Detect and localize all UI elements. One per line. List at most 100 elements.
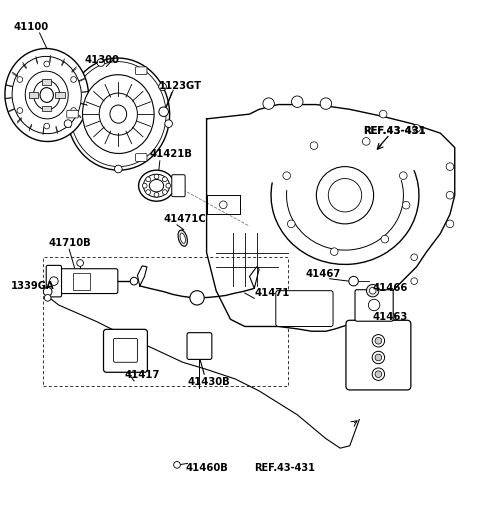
Text: REF.43-431: REF.43-431 bbox=[363, 126, 426, 135]
FancyBboxPatch shape bbox=[355, 290, 393, 321]
FancyBboxPatch shape bbox=[55, 92, 65, 98]
FancyBboxPatch shape bbox=[29, 92, 38, 98]
Text: REF.43-431: REF.43-431 bbox=[363, 126, 426, 135]
Text: 41471C: 41471C bbox=[164, 214, 206, 224]
Circle shape bbox=[154, 174, 159, 179]
Ellipse shape bbox=[139, 170, 174, 201]
Circle shape bbox=[219, 201, 227, 209]
Circle shape bbox=[446, 163, 454, 170]
Ellipse shape bbox=[12, 57, 81, 134]
FancyBboxPatch shape bbox=[42, 106, 51, 111]
Circle shape bbox=[166, 183, 171, 188]
Circle shape bbox=[159, 83, 167, 90]
Circle shape bbox=[381, 235, 389, 243]
Circle shape bbox=[162, 177, 167, 182]
Circle shape bbox=[64, 120, 72, 127]
Circle shape bbox=[402, 201, 410, 209]
Ellipse shape bbox=[110, 105, 127, 123]
Circle shape bbox=[97, 59, 105, 66]
Circle shape bbox=[379, 110, 387, 118]
Circle shape bbox=[130, 277, 138, 285]
Circle shape bbox=[17, 77, 23, 82]
Ellipse shape bbox=[144, 174, 169, 197]
Text: 41430B: 41430B bbox=[188, 377, 230, 387]
Circle shape bbox=[372, 368, 384, 380]
Circle shape bbox=[146, 190, 151, 194]
Circle shape bbox=[375, 371, 382, 378]
Circle shape bbox=[349, 276, 359, 286]
Circle shape bbox=[375, 354, 382, 361]
Circle shape bbox=[43, 287, 52, 296]
FancyBboxPatch shape bbox=[42, 79, 51, 84]
Circle shape bbox=[291, 96, 303, 108]
Circle shape bbox=[71, 108, 76, 114]
Circle shape bbox=[369, 287, 376, 294]
Text: 41460B: 41460B bbox=[185, 463, 228, 473]
Circle shape bbox=[49, 277, 58, 285]
Circle shape bbox=[310, 142, 318, 149]
Circle shape bbox=[263, 98, 275, 110]
Circle shape bbox=[71, 77, 76, 82]
Text: 41710B: 41710B bbox=[48, 238, 91, 248]
FancyBboxPatch shape bbox=[46, 266, 61, 297]
Ellipse shape bbox=[180, 233, 185, 243]
Circle shape bbox=[174, 462, 180, 468]
Circle shape bbox=[162, 190, 167, 194]
Ellipse shape bbox=[40, 88, 53, 103]
FancyBboxPatch shape bbox=[276, 291, 333, 326]
Text: 41421B: 41421B bbox=[149, 149, 192, 160]
Circle shape bbox=[389, 314, 396, 320]
Circle shape bbox=[44, 294, 51, 301]
Circle shape bbox=[399, 172, 407, 179]
Circle shape bbox=[328, 179, 362, 212]
Circle shape bbox=[446, 220, 454, 228]
Circle shape bbox=[44, 61, 49, 67]
FancyBboxPatch shape bbox=[135, 154, 147, 161]
Text: 41467: 41467 bbox=[306, 269, 341, 279]
Circle shape bbox=[316, 167, 373, 224]
Ellipse shape bbox=[149, 179, 164, 192]
Ellipse shape bbox=[67, 58, 169, 170]
FancyBboxPatch shape bbox=[104, 329, 147, 372]
FancyBboxPatch shape bbox=[114, 338, 137, 362]
Circle shape bbox=[320, 98, 332, 110]
Circle shape bbox=[159, 107, 168, 117]
Text: 41417: 41417 bbox=[124, 370, 160, 380]
FancyBboxPatch shape bbox=[135, 67, 147, 75]
Circle shape bbox=[146, 177, 151, 182]
Circle shape bbox=[288, 220, 295, 228]
FancyBboxPatch shape bbox=[73, 273, 90, 290]
Circle shape bbox=[154, 192, 159, 197]
Text: 1339GA: 1339GA bbox=[11, 281, 55, 291]
Text: 1123GT: 1123GT bbox=[159, 81, 202, 91]
Circle shape bbox=[44, 123, 49, 129]
FancyBboxPatch shape bbox=[187, 333, 212, 360]
Text: 41471: 41471 bbox=[254, 288, 290, 298]
Circle shape bbox=[366, 284, 379, 297]
Circle shape bbox=[17, 108, 23, 114]
FancyBboxPatch shape bbox=[346, 320, 411, 390]
Circle shape bbox=[372, 335, 384, 347]
Text: 41466: 41466 bbox=[372, 283, 408, 293]
FancyBboxPatch shape bbox=[67, 110, 78, 118]
Circle shape bbox=[77, 260, 84, 266]
Circle shape bbox=[375, 337, 382, 344]
Circle shape bbox=[190, 291, 204, 305]
Text: 41463: 41463 bbox=[372, 312, 408, 322]
Text: 41300: 41300 bbox=[85, 55, 120, 65]
Circle shape bbox=[446, 191, 454, 199]
Circle shape bbox=[330, 248, 338, 256]
Circle shape bbox=[411, 254, 418, 261]
Circle shape bbox=[413, 125, 420, 132]
Ellipse shape bbox=[71, 62, 166, 167]
Ellipse shape bbox=[5, 48, 88, 141]
Ellipse shape bbox=[34, 80, 60, 110]
Text: 41100: 41100 bbox=[13, 22, 48, 32]
Ellipse shape bbox=[25, 71, 68, 119]
Text: REF.43-431: REF.43-431 bbox=[254, 463, 315, 473]
Circle shape bbox=[115, 165, 122, 173]
Circle shape bbox=[142, 183, 147, 188]
Circle shape bbox=[372, 351, 384, 364]
Circle shape bbox=[411, 278, 418, 284]
FancyBboxPatch shape bbox=[172, 175, 185, 196]
